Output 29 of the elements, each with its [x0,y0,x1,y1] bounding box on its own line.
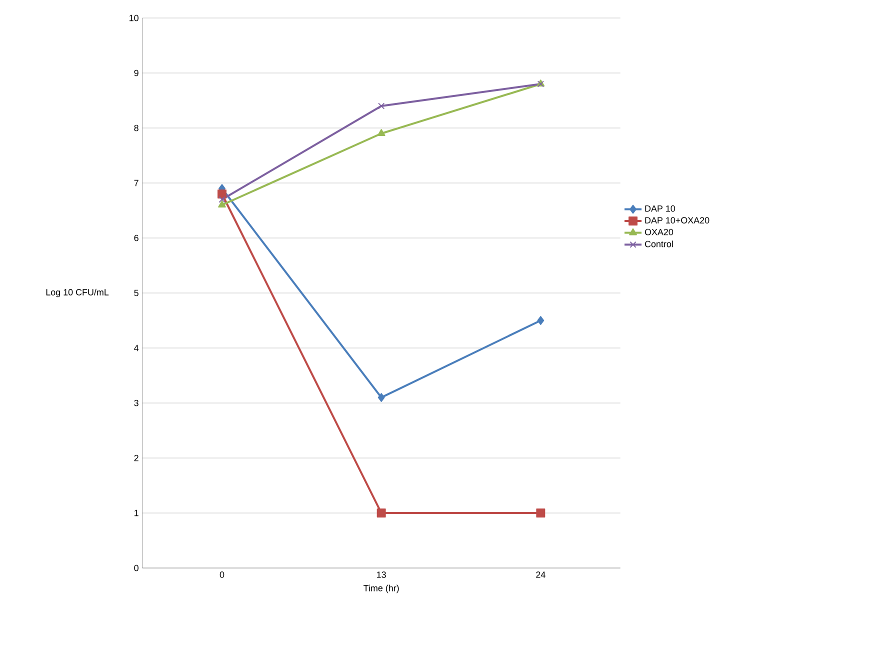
point [218,200,226,208]
x-axis-title: Time (hr) [364,584,399,594]
legend-label: Control [644,240,673,248]
y-tick-label: 8 [134,124,138,132]
y-tick-label: 10 [130,14,138,22]
point [536,508,546,518]
x-tick-label: 24 [536,572,546,578]
y-tick-label: 4 [134,344,139,352]
y-tick-label: 9 [134,70,138,76]
x-tick-label: 0 [220,572,224,578]
y-tick-label: 7 [134,180,138,186]
y-tick-label: 6 [134,234,138,242]
y-tick-label: 5 [134,290,138,296]
y-tick-label: 1 [134,510,138,516]
point [378,393,385,402]
y-tick-label: 0 [134,564,138,572]
legend-label: DAP 10 [645,205,676,212]
y-tick-label: 3 [134,400,138,406]
point [537,316,544,325]
point [218,196,226,203]
point [376,508,386,518]
point [378,102,385,110]
legend-label: OXA20 [644,228,674,236]
y-tick-label: 2 [134,454,138,462]
point [218,190,226,198]
x-tick-label: 13 [377,572,386,578]
y-axis-title: Log 10 CFU/mL [46,288,109,298]
point [377,129,386,136]
legend-label: DAP 10+OXA20 [645,217,710,224]
